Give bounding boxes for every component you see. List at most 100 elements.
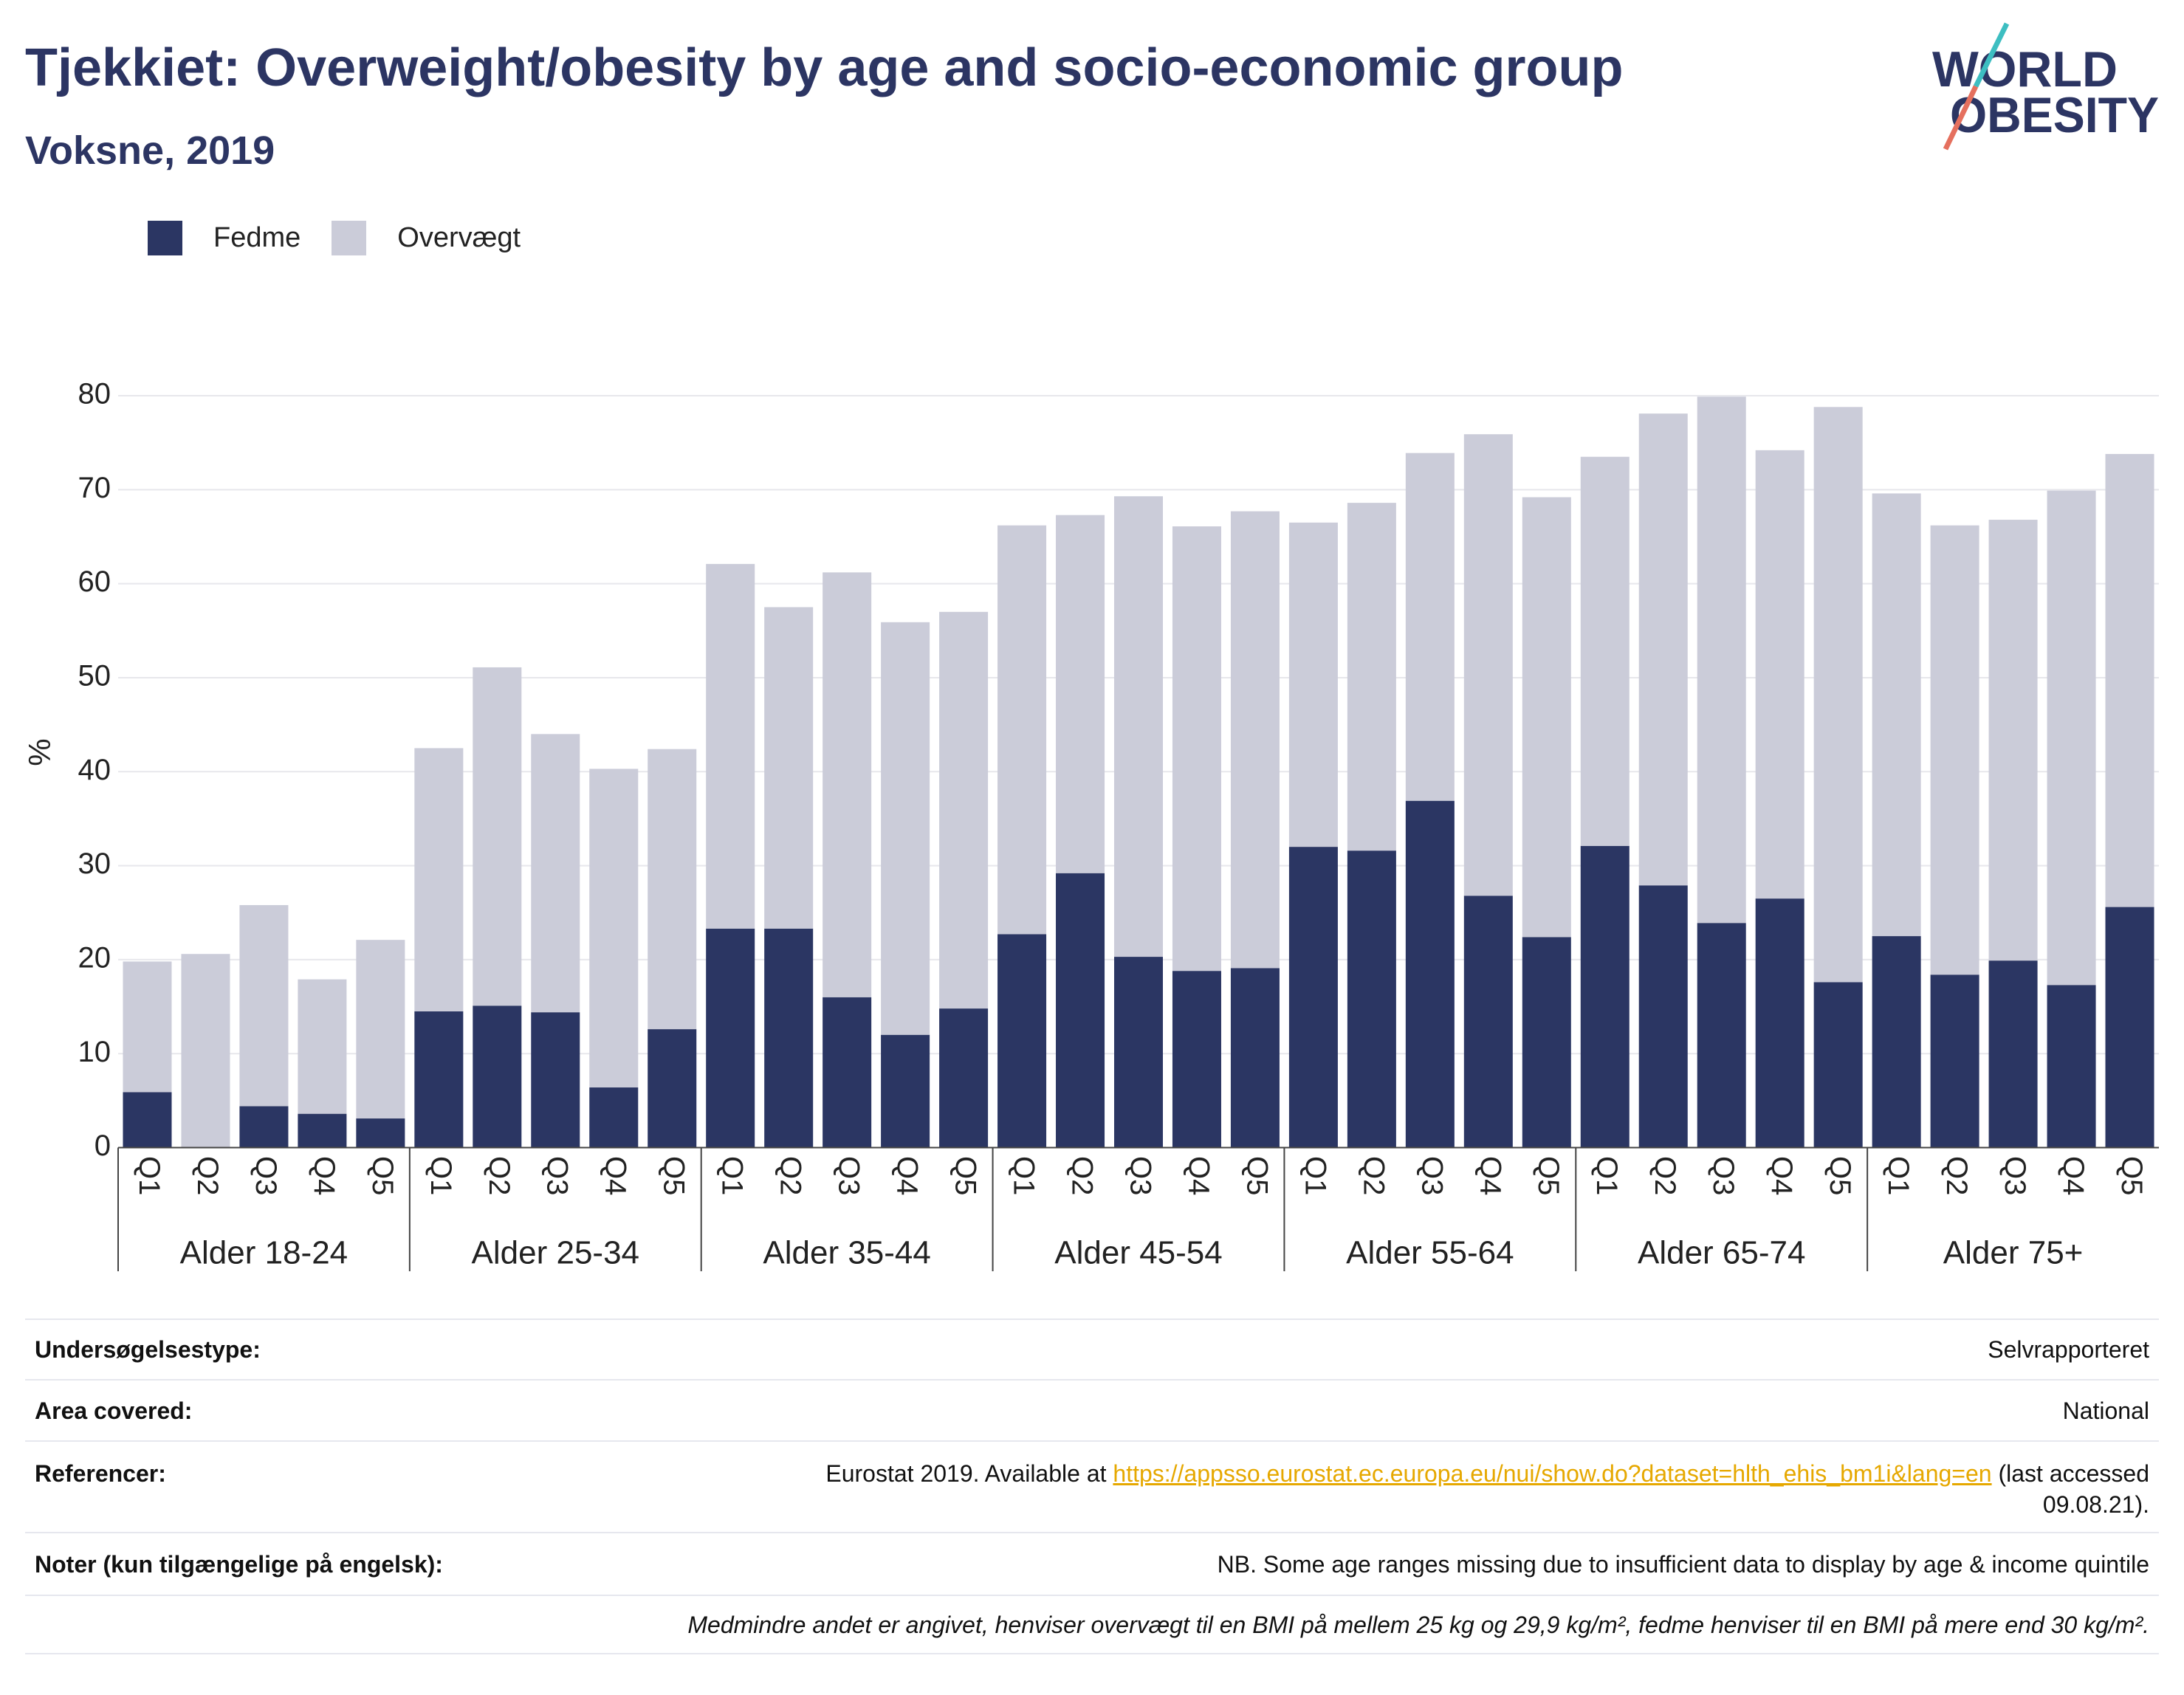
bar-overvaegt-alder-18-24-q1 bbox=[123, 961, 172, 1093]
info-value: NB. Some age ranges missing due to insuf… bbox=[1217, 1550, 2149, 1578]
legend-label-fedme: Fedme bbox=[213, 222, 301, 253]
y-tick-label: 70 bbox=[78, 472, 111, 504]
logo-text-obesity: OBESITY bbox=[1950, 87, 2159, 143]
x-tick-label-q3: Q3 bbox=[250, 1156, 282, 1195]
bar-overvaegt-alder-18-24-q3 bbox=[239, 905, 289, 1107]
legend-item-overvaegt[interactable]: Overvægt bbox=[332, 221, 521, 255]
bar-overvaegt-alder-35-44-q4 bbox=[881, 622, 930, 1035]
x-tick-label-q4: Q4 bbox=[1765, 1156, 1798, 1195]
bar-overvaegt-alder-55-64-q1 bbox=[1288, 522, 1338, 848]
bar-overvaegt-alder-55-64-q3 bbox=[1405, 453, 1455, 801]
bar-overvaegt-alder-18-24-q5 bbox=[356, 940, 405, 1119]
legend-swatch-fedme bbox=[148, 221, 182, 255]
x-tick-label-q3: Q3 bbox=[833, 1156, 865, 1195]
bar-overvaegt-alder-55-64-q5 bbox=[1522, 497, 1571, 938]
bar-fedme-alder-18-24-q1 bbox=[123, 1092, 172, 1148]
x-tick-label-q4: Q4 bbox=[891, 1156, 924, 1195]
x-tick-label-q1: Q1 bbox=[1882, 1156, 1915, 1195]
x-tick-label-q3: Q3 bbox=[541, 1156, 574, 1195]
legend-swatch-overvaegt bbox=[332, 221, 367, 255]
reference-link[interactable]: https://appsso.eurostat.ec.europa.eu/nui… bbox=[1113, 1460, 1992, 1487]
x-tick-label-q2: Q2 bbox=[1065, 1156, 1098, 1195]
bar-fedme-alder-25-34-q4 bbox=[589, 1087, 639, 1148]
bar-fedme-alder-18-24-q3 bbox=[239, 1106, 289, 1148]
x-tick-label-q1: Q1 bbox=[1007, 1156, 1040, 1195]
x-tick-label-q5: Q5 bbox=[2115, 1156, 2148, 1195]
info-value: Eurostat 2019. Available at https://apps… bbox=[825, 1458, 2149, 1520]
bar-overvaegt-alder-35-44-q5 bbox=[939, 611, 989, 1009]
bar-overvaegt-alder-45-54-q5 bbox=[1230, 511, 1280, 969]
bar-fedme-alder-55-64-q5 bbox=[1522, 937, 1571, 1148]
bar-overvaegt-alder-55-64-q4 bbox=[1463, 434, 1513, 896]
bar-fedme-alder-25-34-q2 bbox=[473, 1005, 522, 1148]
x-tick-label-q2: Q2 bbox=[1940, 1156, 1973, 1195]
bar-fedme-alder-35-44-q4 bbox=[881, 1034, 930, 1148]
bar-overvaegt-alder-75-q2 bbox=[1930, 525, 1979, 975]
bar-fedme-alder-75-q2 bbox=[1930, 974, 1979, 1148]
bar-fedme-alder-25-34-q1 bbox=[414, 1011, 464, 1148]
logo-stripe-teal bbox=[1973, 22, 2010, 88]
info-table: Undersøgelsestype: Selvrapporteret Area … bbox=[25, 1318, 2159, 1654]
stacked-bar-chart: 0 10 20 30 40 50 60 70 80% Q1 Q2 Q3 Q4 Q5 Q1 Q2 Q3 Q4 Q5 Q1… bbox=[22, 378, 2159, 1271]
info-label: Referencer: bbox=[35, 1460, 166, 1487]
bar-fedme-alder-55-64-q2 bbox=[1347, 850, 1396, 1148]
bar-overvaegt-alder-35-44-q1 bbox=[706, 563, 755, 929]
y-tick-label: 40 bbox=[78, 754, 111, 786]
x-tick-label-q2: Q2 bbox=[483, 1156, 515, 1195]
reference-prefix: Eurostat 2019. Available at bbox=[825, 1460, 1113, 1487]
chart-legend: Fedme Overvægt bbox=[148, 221, 552, 255]
bar-overvaegt-alder-18-24-q2 bbox=[181, 954, 230, 1148]
info-row-footnote: Medmindre andet er angivet, henviser ove… bbox=[25, 1595, 2159, 1654]
bar-fedme-alder-35-44-q5 bbox=[939, 1008, 989, 1148]
bar-fedme-alder-25-34-q5 bbox=[648, 1029, 697, 1148]
bar-fedme-alder-35-44-q3 bbox=[823, 997, 872, 1148]
bar-overvaegt-alder-65-74-q1 bbox=[1580, 456, 1630, 846]
reference-line-1: Eurostat 2019. Available at https://apps… bbox=[825, 1458, 2149, 1489]
group-label-alder-25-34: Alder 25-34 bbox=[472, 1235, 639, 1271]
bar-overvaegt-alder-18-24-q4 bbox=[298, 979, 347, 1114]
info-label: Undersøgelsestype: bbox=[35, 1336, 261, 1363]
x-tick-label-q1: Q1 bbox=[425, 1156, 457, 1195]
bar-overvaegt-alder-45-54-q3 bbox=[1113, 496, 1164, 957]
x-tick-label-q5: Q5 bbox=[1240, 1156, 1273, 1195]
bar-fedme-alder-75-q1 bbox=[1872, 936, 1921, 1148]
bar-fedme-alder-35-44-q2 bbox=[764, 928, 814, 1148]
chart-title: Tjekkiet: Overweight/obesity by age and … bbox=[25, 38, 1624, 97]
info-value: National bbox=[2062, 1397, 2149, 1424]
bar-fedme-alder-25-34-q3 bbox=[531, 1012, 580, 1148]
info-value: Selvrapporteret bbox=[1988, 1336, 2149, 1363]
bar-fedme-alder-45-54-q2 bbox=[1056, 873, 1105, 1148]
x-tick-label-q4: Q4 bbox=[2057, 1156, 2089, 1195]
bar-overvaegt-alder-25-34-q5 bbox=[648, 749, 697, 1030]
x-tick-label-q4: Q4 bbox=[1474, 1156, 1506, 1195]
bar-fedme-alder-75-q5 bbox=[2105, 907, 2154, 1148]
x-tick-label-q3: Q3 bbox=[1999, 1156, 2031, 1195]
bar-overvaegt-alder-65-74-q5 bbox=[1813, 407, 1863, 983]
info-row-notes: Noter (kun tilgængelige på engelsk): NB.… bbox=[25, 1532, 2159, 1595]
info-row-area-covered: Area covered: National bbox=[25, 1379, 2159, 1440]
legend-item-fedme[interactable]: Fedme bbox=[148, 221, 301, 255]
bar-fedme-alder-45-54-q3 bbox=[1113, 957, 1164, 1148]
bar-overvaegt-alder-45-54-q4 bbox=[1172, 526, 1221, 972]
bar-fedme-alder-45-54-q5 bbox=[1230, 968, 1280, 1148]
x-tick-label-q2: Q2 bbox=[1357, 1156, 1390, 1195]
x-tick-label-q2: Q2 bbox=[1649, 1156, 1681, 1195]
group-label-alder-75: Alder 75+ bbox=[1943, 1235, 2084, 1271]
bar-fedme-alder-45-54-q4 bbox=[1172, 971, 1221, 1148]
y-tick-label: 0 bbox=[95, 1130, 111, 1162]
bar-overvaegt-alder-25-34-q4 bbox=[589, 769, 639, 1088]
bar-overvaegt-alder-35-44-q2 bbox=[764, 607, 814, 929]
bar-fedme-alder-75-q4 bbox=[2047, 985, 2096, 1148]
x-tick-label-q5: Q5 bbox=[658, 1156, 690, 1195]
bar-overvaegt-alder-65-74-q4 bbox=[1755, 450, 1804, 899]
info-row-references: Referencer: Eurostat 2019. Available at … bbox=[25, 1440, 2159, 1532]
group-label-alder-65-74: Alder 65-74 bbox=[1638, 1235, 1805, 1271]
x-tick-label-q3: Q3 bbox=[1124, 1156, 1156, 1195]
x-tick-label-q1: Q1 bbox=[716, 1156, 749, 1195]
info-row-survey-type: Undersøgelsestype: Selvrapporteret bbox=[25, 1318, 2159, 1379]
x-tick-label-q5: Q5 bbox=[1532, 1156, 1565, 1195]
bar-overvaegt-alder-25-34-q3 bbox=[531, 734, 580, 1013]
chart-subtitle: Voksne, 2019 bbox=[25, 128, 275, 173]
bar-overvaegt-alder-75-q3 bbox=[1988, 520, 2038, 961]
